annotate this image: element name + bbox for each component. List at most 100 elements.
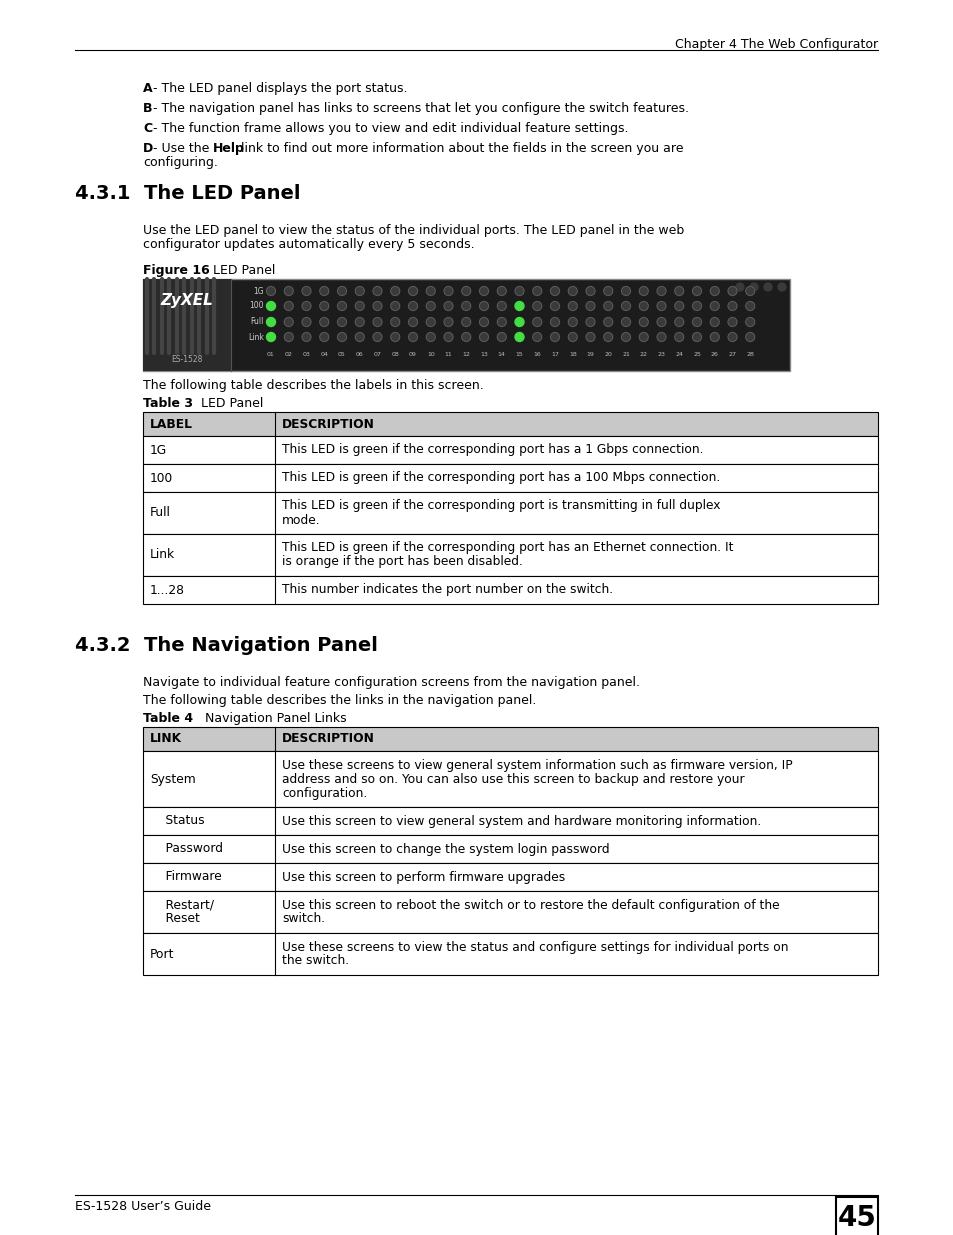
- Circle shape: [337, 287, 346, 295]
- Circle shape: [373, 317, 381, 326]
- Text: 14: 14: [497, 352, 505, 357]
- Circle shape: [479, 317, 488, 326]
- Text: Full: Full: [150, 506, 171, 520]
- Circle shape: [515, 332, 523, 342]
- Circle shape: [550, 332, 558, 342]
- Circle shape: [497, 317, 506, 326]
- Text: 12: 12: [462, 352, 470, 357]
- Circle shape: [515, 317, 523, 326]
- Text: 18: 18: [568, 352, 576, 357]
- Text: the switch.: the switch.: [282, 955, 349, 967]
- Circle shape: [408, 317, 417, 326]
- Text: System: System: [150, 773, 195, 785]
- Circle shape: [585, 332, 595, 342]
- Text: link to find out more information about the fields in the screen you are: link to find out more information about …: [236, 142, 682, 156]
- Circle shape: [709, 317, 719, 326]
- Circle shape: [745, 317, 754, 326]
- Circle shape: [620, 287, 630, 295]
- Circle shape: [550, 317, 558, 326]
- Bar: [143, 492, 877, 534]
- Text: Port: Port: [150, 947, 174, 961]
- Text: This LED is green if the corresponding port is transmitting in full duplex: This LED is green if the corresponding p…: [282, 499, 720, 513]
- Circle shape: [337, 332, 346, 342]
- Text: configurator updates automatically every 5 seconds.: configurator updates automatically every…: [143, 238, 475, 251]
- Circle shape: [532, 287, 541, 295]
- Text: 1...28: 1...28: [150, 583, 185, 597]
- Text: A: A: [143, 82, 152, 95]
- Circle shape: [727, 332, 737, 342]
- Circle shape: [657, 287, 665, 295]
- Circle shape: [568, 301, 577, 310]
- Bar: [143, 806, 877, 835]
- Text: configuring.: configuring.: [143, 156, 217, 169]
- Circle shape: [657, 301, 665, 310]
- Text: address and so on. You can also use this screen to backup and restore your: address and so on. You can also use this…: [282, 773, 744, 785]
- Circle shape: [778, 283, 785, 291]
- Bar: [143, 412, 877, 436]
- Text: 09: 09: [409, 352, 416, 357]
- Circle shape: [674, 301, 683, 310]
- Circle shape: [479, 287, 488, 295]
- Circle shape: [763, 283, 771, 291]
- Text: 100: 100: [250, 301, 264, 310]
- Text: 02: 02: [285, 352, 293, 357]
- Circle shape: [585, 301, 595, 310]
- Text: Status: Status: [150, 815, 204, 827]
- Circle shape: [639, 332, 648, 342]
- Text: 05: 05: [337, 352, 346, 357]
- Circle shape: [373, 332, 381, 342]
- Text: LABEL: LABEL: [150, 417, 193, 431]
- Text: Reset: Reset: [150, 913, 200, 925]
- Circle shape: [727, 317, 737, 326]
- Circle shape: [319, 317, 329, 326]
- Circle shape: [461, 287, 470, 295]
- Circle shape: [426, 301, 435, 310]
- Text: 1G: 1G: [253, 287, 264, 295]
- Circle shape: [603, 287, 612, 295]
- Text: Table 4: Table 4: [143, 713, 193, 725]
- Circle shape: [443, 287, 453, 295]
- Text: Help: Help: [213, 142, 245, 156]
- Circle shape: [302, 301, 311, 310]
- Bar: [143, 863, 877, 890]
- Bar: [835, 1197, 877, 1235]
- Text: LINK: LINK: [150, 732, 182, 746]
- Text: Navigation Panel Links: Navigation Panel Links: [193, 713, 346, 725]
- Circle shape: [355, 317, 364, 326]
- Bar: [143, 279, 789, 370]
- Bar: [143, 279, 231, 370]
- Circle shape: [426, 317, 435, 326]
- Circle shape: [284, 332, 293, 342]
- Text: is orange if the port has been disabled.: is orange if the port has been disabled.: [282, 556, 522, 568]
- Text: Use this screen to view general system and hardware monitoring information.: Use this screen to view general system a…: [282, 815, 760, 827]
- Text: Restart/: Restart/: [150, 899, 213, 911]
- Circle shape: [337, 317, 346, 326]
- Text: This LED is green if the corresponding port has a 100 Mbps connection.: This LED is green if the corresponding p…: [282, 472, 720, 484]
- Circle shape: [426, 332, 435, 342]
- Text: 03: 03: [302, 352, 310, 357]
- Bar: [143, 727, 877, 751]
- Text: 04: 04: [320, 352, 328, 357]
- Circle shape: [585, 317, 595, 326]
- Circle shape: [674, 332, 683, 342]
- Circle shape: [727, 301, 737, 310]
- Circle shape: [373, 301, 381, 310]
- Text: Chapter 4 The Web Configurator: Chapter 4 The Web Configurator: [674, 38, 877, 51]
- Circle shape: [461, 332, 470, 342]
- Text: Use this screen to reboot the switch or to restore the default configuration of : Use this screen to reboot the switch or …: [282, 899, 780, 911]
- Circle shape: [391, 287, 399, 295]
- Text: Password: Password: [150, 842, 223, 856]
- Circle shape: [735, 283, 743, 291]
- Circle shape: [319, 301, 329, 310]
- Circle shape: [391, 332, 399, 342]
- Circle shape: [639, 317, 648, 326]
- Circle shape: [408, 287, 417, 295]
- Circle shape: [266, 332, 275, 342]
- Text: LED Panel: LED Panel: [205, 264, 275, 277]
- Text: Use this screen to perform firmware upgrades: Use this screen to perform firmware upgr…: [282, 871, 565, 883]
- Text: 21: 21: [621, 352, 629, 357]
- Circle shape: [391, 301, 399, 310]
- Text: 10: 10: [426, 352, 435, 357]
- Text: Use these screens to view the status and configure settings for individual ports: Use these screens to view the status and…: [282, 941, 788, 953]
- Circle shape: [749, 283, 758, 291]
